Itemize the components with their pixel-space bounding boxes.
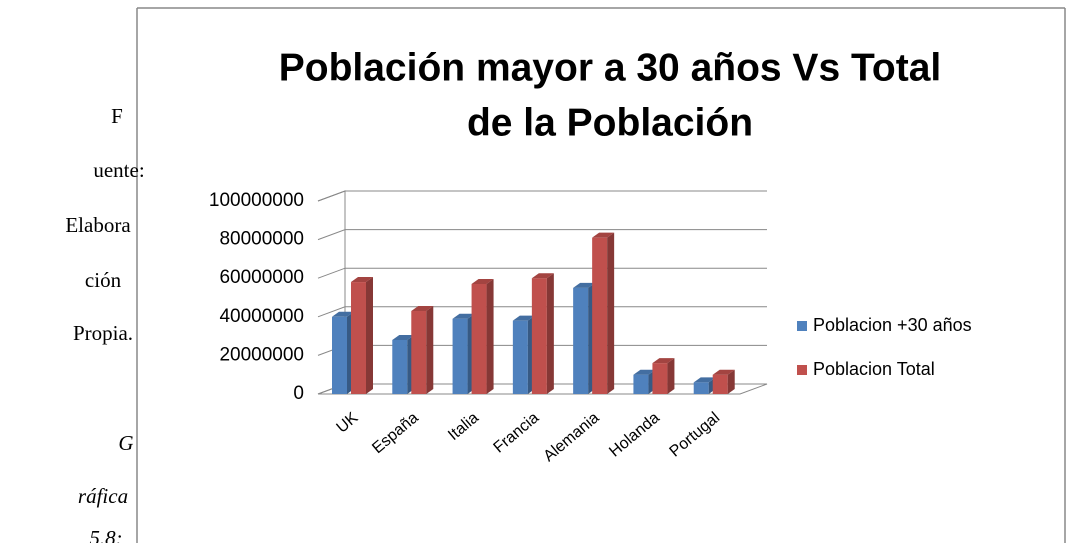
bar — [633, 369, 656, 394]
bar-top — [332, 311, 354, 317]
x-tick-label: Holanda — [606, 409, 663, 460]
y-tick-label: 20000000 — [219, 344, 304, 365]
bar — [512, 315, 535, 394]
margin-text: 5.8: — [89, 526, 122, 543]
bar-side — [426, 306, 434, 394]
x-tick-label: Italia — [445, 409, 482, 444]
bar-top — [693, 377, 716, 383]
bar-front — [592, 237, 608, 394]
bar-top — [471, 278, 494, 284]
bar — [411, 306, 434, 394]
y-tick-label: 100000000 — [209, 190, 304, 211]
bar — [351, 277, 373, 394]
bar-top — [573, 282, 596, 288]
legend-swatch — [797, 365, 807, 375]
bar — [592, 232, 615, 394]
bar — [452, 313, 475, 394]
legend-swatch — [797, 321, 807, 331]
bar-front — [712, 374, 728, 394]
bar-side — [727, 369, 735, 394]
margin-text: Elabora — [65, 213, 131, 237]
margin-text: ráfica — [78, 484, 128, 508]
margin-text: uente: — [93, 158, 144, 182]
bar-front — [471, 283, 487, 394]
margin-text: G — [118, 431, 133, 455]
margin-text: ción — [85, 268, 122, 292]
bar — [392, 334, 415, 394]
bar — [332, 311, 354, 394]
legend-label: Poblacion Total — [813, 359, 935, 379]
bar — [471, 278, 494, 394]
bar-top — [351, 277, 373, 283]
chart-title: Población mayor a 30 años Vs Total — [279, 46, 942, 89]
grid-line — [317, 229, 767, 241]
bar-top — [652, 358, 675, 364]
bar — [693, 377, 716, 394]
bar — [531, 273, 554, 394]
bar-side — [607, 232, 615, 394]
bar-front — [693, 382, 709, 394]
x-tick-label: Portugal — [667, 409, 724, 460]
bar-top — [512, 315, 535, 321]
y-tick-label: 80000000 — [219, 229, 304, 250]
grid-line — [317, 306, 767, 318]
bar-top — [452, 313, 475, 319]
bar-top — [392, 334, 415, 340]
bar-front — [531, 278, 547, 394]
bar-front — [573, 287, 589, 394]
bar-front — [332, 316, 347, 394]
x-tick-label: España — [369, 409, 422, 457]
x-tick-label: Alemania — [541, 409, 603, 465]
chart-title: de la Población — [467, 101, 753, 144]
bar-front — [633, 374, 649, 394]
bar-top — [633, 369, 656, 375]
y-tick-label: 40000000 — [219, 306, 304, 327]
bar-side — [486, 278, 494, 394]
bar-top — [411, 306, 434, 312]
bar-front — [411, 311, 427, 394]
bar-side — [667, 358, 675, 394]
bar-top — [712, 369, 735, 375]
bar-side — [366, 277, 373, 394]
grid-line — [317, 190, 767, 202]
bar — [573, 282, 596, 394]
bar-front — [351, 282, 366, 394]
margin-text: Propia. — [73, 321, 133, 345]
bar-front — [512, 320, 528, 394]
bar — [712, 369, 735, 394]
x-tick-label: Francia — [490, 409, 542, 456]
margin-text: F — [111, 104, 123, 128]
y-tick-label: 60000000 — [219, 267, 304, 288]
y-tick-label: 0 — [293, 383, 304, 404]
bar-front — [392, 339, 408, 394]
bar-side — [546, 273, 554, 394]
grid-line — [317, 267, 767, 279]
bar — [652, 358, 675, 394]
bar-top — [592, 232, 615, 238]
bar-front — [452, 318, 468, 394]
x-tick-label: UK — [333, 409, 361, 437]
bar-front — [652, 363, 668, 394]
legend-label: Poblacion +30 años — [813, 315, 972, 335]
bar-top — [531, 273, 554, 279]
